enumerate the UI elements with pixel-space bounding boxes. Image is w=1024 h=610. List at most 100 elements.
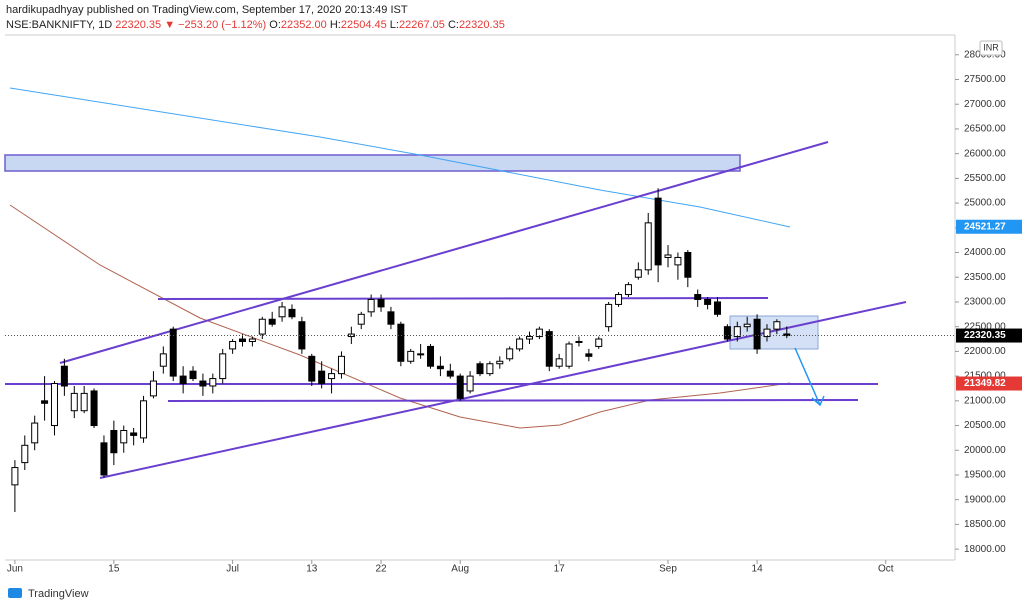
logo	[8, 588, 22, 598]
y-tick-label: 20000.00	[964, 445, 1006, 456]
candle-body	[624, 284, 632, 296]
symbol-line: NSE:BANKNIFTY, 1D 22320.35 ▼ −253.20 (−1…	[6, 19, 505, 31]
y-tick-label: 27500.00	[964, 74, 1006, 85]
price-marker-label: 21349.82	[964, 378, 1006, 389]
candle-body	[60, 365, 68, 387]
candle-body	[585, 353, 593, 357]
price-marker-label: 24521.27	[964, 221, 1006, 232]
candle-body	[268, 318, 276, 325]
candle-body	[219, 353, 227, 380]
symbol: NSE:BANKNIFTY, 1D	[6, 19, 113, 31]
close-label: C:	[447, 19, 459, 31]
candle-body	[436, 365, 444, 370]
candle-body	[110, 429, 118, 454]
y-tick-label: 27000.00	[964, 99, 1006, 110]
candle-body	[773, 321, 781, 330]
price-marker	[956, 219, 1022, 234]
candle-body	[743, 323, 751, 328]
candle-body	[149, 380, 157, 397]
moving-average-short	[9, 204, 791, 429]
candle-body	[753, 318, 761, 350]
change: ▼ −253.20 (−1.12%)	[164, 19, 267, 31]
candle-body	[41, 400, 49, 404]
candle-body	[714, 301, 721, 315]
candle-body	[417, 353, 425, 356]
candle-body	[169, 328, 177, 377]
y-tick-label: 26000.00	[964, 148, 1006, 159]
low-label: L:	[389, 19, 399, 31]
footer: TradingView	[8, 588, 89, 600]
candle-body	[506, 348, 514, 360]
candle-body	[446, 370, 454, 377]
y-tick-label: 18500.00	[964, 519, 1006, 530]
x-tick-label: 15	[108, 564, 120, 575]
candle-body	[496, 360, 504, 365]
candle-body	[21, 444, 29, 464]
candle-body	[308, 355, 316, 382]
candle-body	[140, 400, 148, 439]
open-label: O:	[269, 19, 281, 31]
last-price: 22320.35	[115, 19, 162, 31]
candle-body	[288, 308, 296, 318]
x-tick-label: Oct	[878, 564, 894, 575]
y-tick-label: 24000.00	[964, 247, 1006, 258]
x-tick-label: Sep	[659, 564, 677, 575]
candle-body	[575, 340, 583, 343]
candle-body	[239, 338, 246, 342]
y-tick-label: 21000.00	[964, 395, 1006, 406]
y-tick-label: 23000.00	[964, 297, 1006, 308]
candle-body	[545, 331, 553, 367]
y-tick-label: 23500.00	[964, 272, 1006, 283]
resistance-zone	[4, 154, 741, 172]
candle-body	[565, 343, 573, 367]
candle-body	[130, 432, 138, 436]
y-tick-label: 25000.00	[964, 198, 1006, 209]
arrow	[794, 347, 821, 406]
candle-body	[159, 353, 167, 367]
candle-body	[80, 392, 88, 412]
candle-body	[31, 422, 39, 444]
candle-body	[525, 336, 533, 340]
candle-body	[248, 338, 256, 342]
candle-body	[456, 375, 464, 399]
low: 22267.05	[398, 19, 445, 31]
candle-body	[387, 311, 395, 325]
level-line	[157, 297, 769, 300]
candle-body	[694, 294, 702, 300]
candle-body	[684, 252, 692, 278]
candle-body	[189, 370, 197, 380]
candle-body	[377, 298, 385, 308]
candle-body	[347, 333, 355, 338]
high: 22504.45	[340, 19, 387, 31]
candle-body	[318, 370, 326, 385]
y-tick-label: 22500.00	[964, 321, 1006, 332]
candle-body	[209, 378, 217, 387]
candle-body	[11, 467, 19, 486]
price-marker-label: 22320.35	[964, 330, 1006, 341]
candle-body	[486, 363, 494, 375]
candle-body	[605, 303, 613, 328]
candle-body	[70, 392, 78, 412]
candle-body	[654, 197, 662, 266]
candle-body	[733, 326, 741, 338]
y-tick-label: 19000.00	[964, 494, 1006, 505]
high-label: H:	[329, 19, 341, 31]
candle-body	[634, 269, 642, 278]
currency-label: INR	[983, 42, 999, 52]
y-tick-label: 25500.00	[964, 173, 1006, 184]
candle-body	[90, 390, 98, 427]
close: 22320.35	[458, 19, 505, 31]
candle-body	[427, 345, 435, 367]
trendline	[99, 301, 907, 479]
consolidation-zone	[729, 315, 819, 350]
candle-body	[466, 375, 474, 392]
candle-body	[516, 338, 524, 350]
candle-body	[723, 326, 731, 340]
candle-body	[199, 380, 207, 387]
publisher-line: hardikupadhyay published on TradingView.…	[6, 4, 408, 16]
footer-brand: TradingView	[28, 588, 89, 600]
candle-body	[278, 306, 286, 318]
y-tick-label: 26500.00	[964, 124, 1006, 135]
